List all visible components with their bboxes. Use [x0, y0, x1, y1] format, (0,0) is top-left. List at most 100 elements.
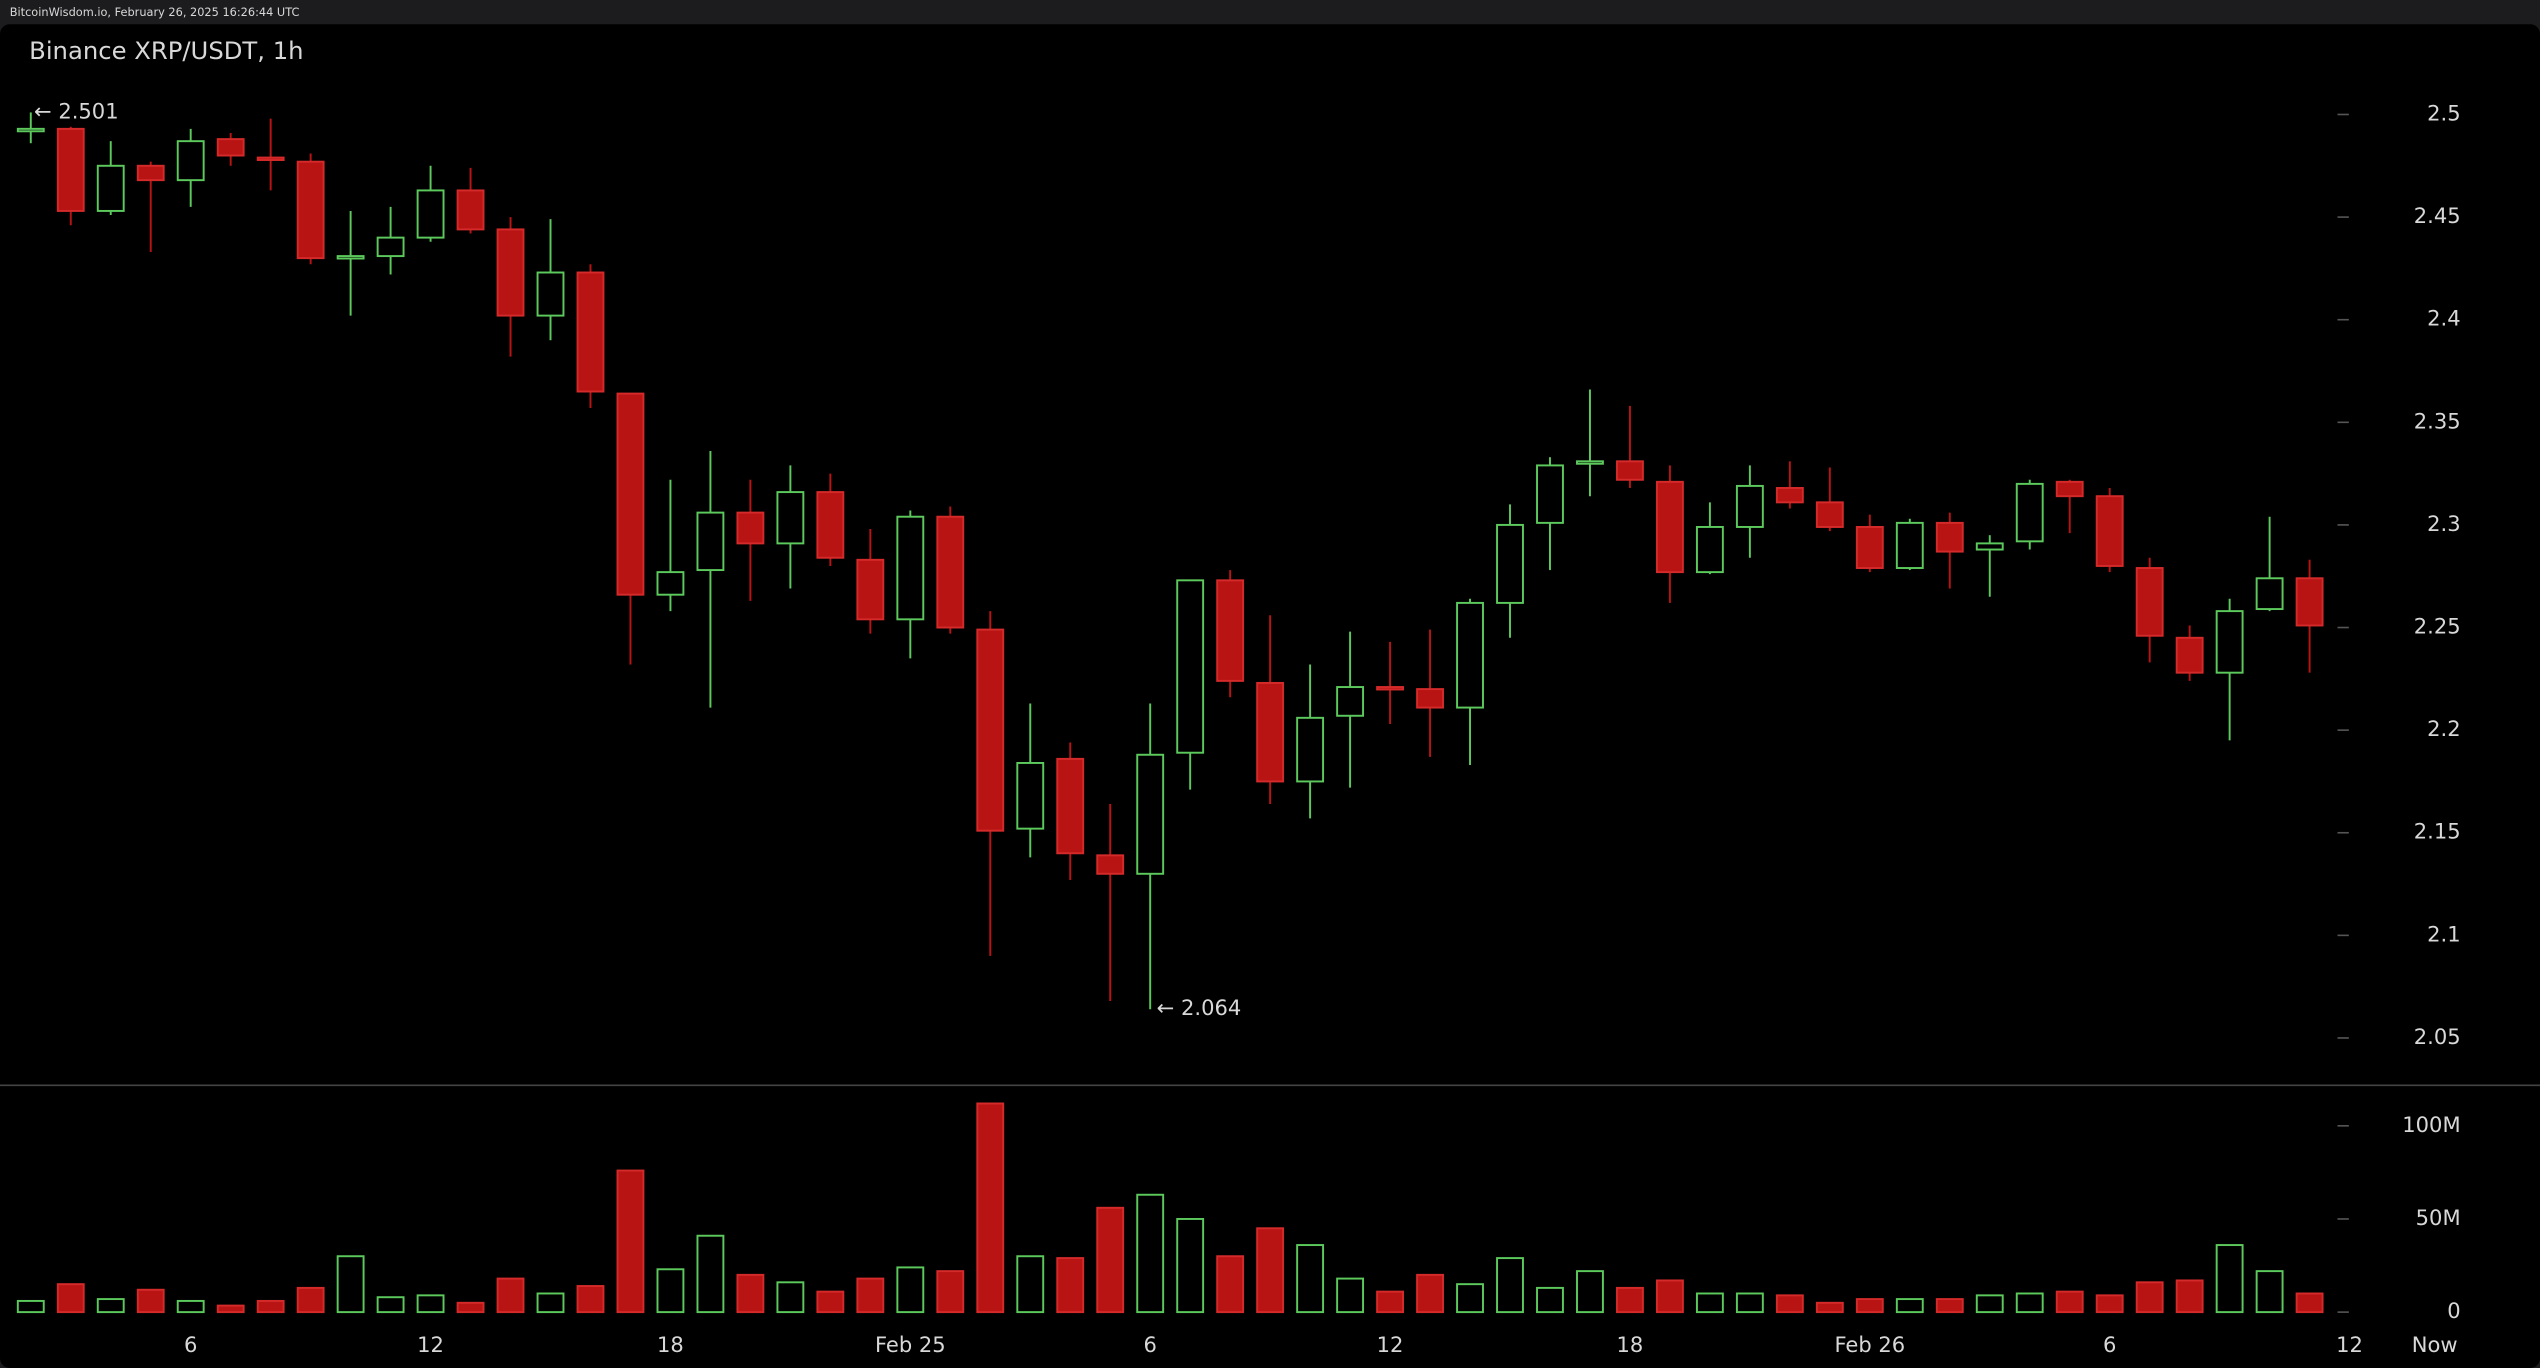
- volume-tick-label: 100M: [2402, 1112, 2460, 1137]
- volume-bar: [1376, 1290, 1404, 1314]
- volume-bar: [176, 1299, 205, 1314]
- volume-bar: [856, 1277, 885, 1314]
- volume-bar: [2255, 1270, 2284, 1314]
- x-tick-label: Now: [2412, 1332, 2458, 1357]
- candle-body: [456, 189, 485, 231]
- candle-body: [1176, 579, 1205, 754]
- volume-bar: [136, 1288, 165, 1314]
- volume-bar: [1416, 1273, 1444, 1314]
- x-tick-label: 12: [417, 1332, 444, 1357]
- candle-body: [1576, 460, 1604, 465]
- candle-body: [1376, 686, 1404, 691]
- y-tick-label: 2.45: [2414, 203, 2461, 228]
- candle-body: [1935, 521, 1964, 553]
- volume-bar: [1216, 1255, 1245, 1314]
- candle-body: [1416, 688, 1444, 709]
- candle-body: [1895, 521, 1924, 569]
- volume-bar: [56, 1283, 85, 1314]
- volume-bar: [656, 1268, 685, 1314]
- candle-body: [616, 392, 645, 596]
- volume-bar: [496, 1277, 525, 1314]
- volume-bar: [416, 1294, 445, 1314]
- volume-bar: [696, 1234, 725, 1314]
- volume-bar: [1056, 1257, 1085, 1314]
- volume-bar: [616, 1169, 645, 1314]
- candle-body: [2255, 577, 2284, 611]
- x-tick-label: 12: [1377, 1332, 1404, 1357]
- candle-body: [1975, 542, 2004, 551]
- y-tick-label: 2.25: [2414, 614, 2461, 639]
- candle-body: [1496, 523, 1524, 604]
- candle-body: [56, 127, 85, 212]
- volume-bar: [456, 1301, 485, 1314]
- volume-bar: [1496, 1257, 1524, 1314]
- volume-bar: [256, 1299, 285, 1314]
- candle-body: [2135, 567, 2164, 637]
- y-tick-label: 2.35: [2414, 408, 2461, 433]
- candle-body: [816, 491, 845, 559]
- volume-bar: [1296, 1244, 1325, 1314]
- x-tick-label: 6: [1143, 1332, 1156, 1357]
- volume-bar: [2175, 1279, 2204, 1314]
- volume-tick-label: 50M: [2416, 1205, 2461, 1230]
- volume-bar: [1735, 1292, 1764, 1314]
- candle-body: [2095, 495, 2124, 567]
- candle-body: [1655, 480, 1684, 574]
- volume-bar: [936, 1270, 965, 1314]
- candle-body: [216, 138, 245, 157]
- y-tick-label: 2.4: [2427, 306, 2460, 331]
- volume-bar: [816, 1290, 845, 1314]
- candle-body: [2015, 482, 2044, 543]
- candle-body: [376, 236, 405, 258]
- candle-body: [1695, 526, 1724, 574]
- volume-bar: [1616, 1286, 1644, 1314]
- volume-bar: [2135, 1281, 2164, 1314]
- candle-body: [736, 511, 765, 545]
- volume-bar: [1815, 1301, 1844, 1314]
- volume-bar: [1456, 1283, 1484, 1314]
- candle-body: [2175, 636, 2204, 674]
- candle-body: [176, 140, 205, 182]
- volume-bar: [1576, 1270, 1604, 1314]
- y-tick-label: 2.1: [2427, 921, 2460, 946]
- candle-body: [1735, 484, 1764, 528]
- candle-body: [1815, 501, 1844, 528]
- price-annotation: ← 2.501: [34, 98, 119, 123]
- candle-body: [1336, 686, 1365, 717]
- volume-bar: [336, 1255, 365, 1314]
- candle-body: [296, 160, 325, 260]
- volume-bar: [2215, 1244, 2244, 1314]
- candle-body: [896, 515, 925, 621]
- candle-body: [936, 515, 965, 629]
- volume-bar: [2095, 1294, 2124, 1314]
- volume-bar: [1895, 1298, 1924, 1314]
- candle-body: [776, 491, 805, 545]
- x-tick-label: Feb 25: [875, 1332, 946, 1357]
- candle-body: [2215, 610, 2244, 674]
- x-tick-label: Feb 26: [1834, 1332, 1905, 1357]
- candle-body: [416, 189, 445, 239]
- volume-bar: [296, 1286, 325, 1314]
- candle-body: [1136, 753, 1165, 875]
- candle-body: [256, 156, 285, 161]
- volume-bar: [1655, 1279, 1684, 1314]
- volume-bar: [1536, 1286, 1564, 1314]
- volume-bar: [776, 1281, 805, 1314]
- price-annotation: ← 2.064: [1157, 995, 1242, 1020]
- volume-bar: [96, 1298, 125, 1314]
- candle-body: [1616, 460, 1644, 481]
- volume-bar: [976, 1102, 1005, 1314]
- volume-bar: [1256, 1227, 1285, 1314]
- y-tick-label: 2.3: [2427, 511, 2460, 536]
- candle-body: [976, 628, 1005, 832]
- x-tick-label: 6: [2103, 1332, 2116, 1357]
- candle-body: [96, 164, 125, 212]
- volume-bar: [1775, 1294, 1804, 1314]
- x-tick-label: 18: [657, 1332, 684, 1357]
- volume-bar: [1975, 1294, 2004, 1314]
- source: BitcoinWisdom.io, February 26, 2025 16:2…: [10, 5, 300, 19]
- candle-body: [496, 228, 525, 317]
- candle-body: [136, 164, 165, 182]
